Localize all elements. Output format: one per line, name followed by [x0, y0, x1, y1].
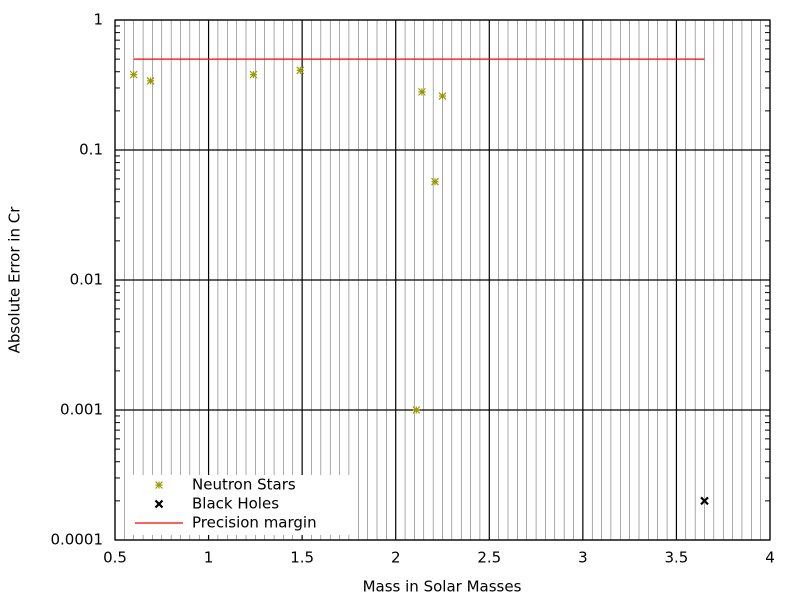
legend-label: Neutron Stars — [192, 476, 296, 494]
point — [296, 66, 305, 75]
legend-box — [125, 475, 353, 535]
legend-marker — [154, 499, 164, 509]
point — [146, 76, 155, 85]
x-tick-label: 4 — [765, 549, 775, 567]
y-tick-label: 0.0001 — [51, 531, 104, 549]
legend-marker — [155, 481, 163, 489]
x-tick-label: 0.5 — [103, 549, 127, 567]
y-axis-label: Absolute Error in Cr — [6, 206, 24, 354]
y-tick-label: 0.01 — [70, 271, 103, 289]
x-tick-label: 1.5 — [290, 549, 314, 567]
point — [412, 406, 421, 414]
x-tick-label: 3.5 — [664, 549, 688, 567]
x-tick-label: 3 — [578, 549, 588, 567]
point — [431, 177, 439, 186]
point — [417, 87, 426, 96]
point — [438, 92, 447, 100]
plot-frame — [114, 19, 771, 541]
point — [129, 70, 138, 79]
point — [249, 70, 258, 79]
legend-label: Precision margin — [192, 514, 317, 532]
y-tick-label: 0.1 — [79, 141, 103, 159]
x-tick-label: 1 — [204, 549, 214, 567]
x-axis-label: Mass in Solar Masses — [363, 578, 522, 596]
legend-label: Black Holes — [192, 495, 279, 513]
x-tick-label: 2.5 — [477, 549, 501, 567]
y-tick-label: 1 — [93, 11, 103, 29]
point — [700, 496, 709, 506]
y-tick-label: 0.001 — [60, 401, 103, 419]
x-tick-label: 2 — [391, 549, 401, 567]
